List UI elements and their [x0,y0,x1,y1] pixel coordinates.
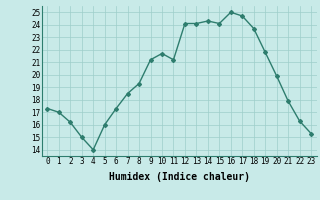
X-axis label: Humidex (Indice chaleur): Humidex (Indice chaleur) [109,172,250,182]
